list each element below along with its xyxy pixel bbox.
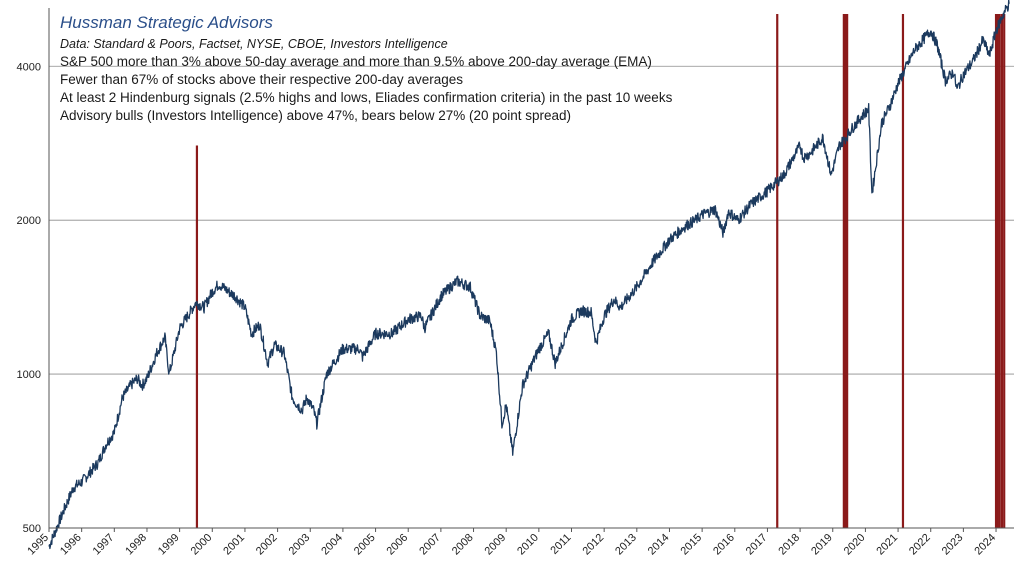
y-axis-ticks: 500 1000 2000 4000 <box>17 61 41 535</box>
y-tick-label-2000: 2000 <box>17 215 41 227</box>
chart-text: Hussman Strategic Advisors Data: Standar… <box>60 13 673 123</box>
chart-title: Hussman Strategic Advisors <box>60 13 273 32</box>
y-tick-label-500: 500 <box>23 523 41 535</box>
x-tick-label-2001: 2001 <box>221 532 247 558</box>
x-tick-label-2014: 2014 <box>646 532 672 558</box>
x-tick-label-2022: 2022 <box>907 532 933 558</box>
annotation-line-4: Advisory bulls (Investors Intelligence) … <box>60 108 571 123</box>
x-tick-label-2011: 2011 <box>548 532 573 557</box>
x-tick-label-2008: 2008 <box>450 532 476 558</box>
annotation-line-2: Fewer than 67% of stocks above their res… <box>60 72 463 87</box>
x-tick-label-2018: 2018 <box>776 532 802 558</box>
x-tick-label-2017: 2017 <box>744 532 770 558</box>
x-tick-label-1995: 1995 <box>25 532 51 558</box>
x-tick-label-2004: 2004 <box>319 532 345 558</box>
y-tick-label-4000: 4000 <box>17 61 41 73</box>
x-tick-label-2016: 2016 <box>711 532 737 558</box>
x-axis-ticks: 1995 1996 1997 1998 1999 2000 2001 2002 2003 2004… <box>25 528 998 557</box>
chart-subtitle: Data: Standard & Poors, Factset, NYSE, C… <box>60 37 448 51</box>
sp500-line <box>48 0 1010 550</box>
x-tick-label-2009: 2009 <box>483 532 509 558</box>
x-tick-label-2010: 2010 <box>515 532 541 558</box>
x-tick-label-1998: 1998 <box>123 532 149 558</box>
annotation-line-3: At least 2 Hindenburg signals (2.5% high… <box>60 90 673 105</box>
x-tick-label-2023: 2023 <box>940 532 966 558</box>
signal-lines <box>195 14 1006 528</box>
axes <box>48 8 1014 529</box>
x-tick-label-2006: 2006 <box>385 532 411 558</box>
x-tick-label-2013: 2013 <box>613 532 639 558</box>
x-tick-label-2019: 2019 <box>809 532 835 558</box>
grid-lines <box>49 65 1014 375</box>
x-tick-label-2021: 2021 <box>874 532 900 558</box>
annotation-line-1: S&P 500 more than 3% above 50-day averag… <box>60 54 652 69</box>
x-tick-label-2024: 2024 <box>972 532 998 558</box>
x-tick-label-2012: 2012 <box>580 532 606 558</box>
series-layer <box>48 0 1010 550</box>
x-tick-label-2005: 2005 <box>352 532 378 558</box>
x-tick-label-2002: 2002 <box>254 532 280 558</box>
x-tick-label-2003: 2003 <box>287 532 313 558</box>
x-tick-label-1996: 1996 <box>58 532 84 558</box>
x-tick-label-2000: 2000 <box>189 532 215 558</box>
x-tick-label-2020: 2020 <box>842 532 868 558</box>
x-tick-label-2007: 2007 <box>417 532 443 558</box>
x-tick-label-1999: 1999 <box>156 532 182 558</box>
y-tick-label-1000: 1000 <box>17 369 41 381</box>
x-tick-label-1997: 1997 <box>91 532 117 558</box>
x-tick-label-2015: 2015 <box>678 532 704 558</box>
